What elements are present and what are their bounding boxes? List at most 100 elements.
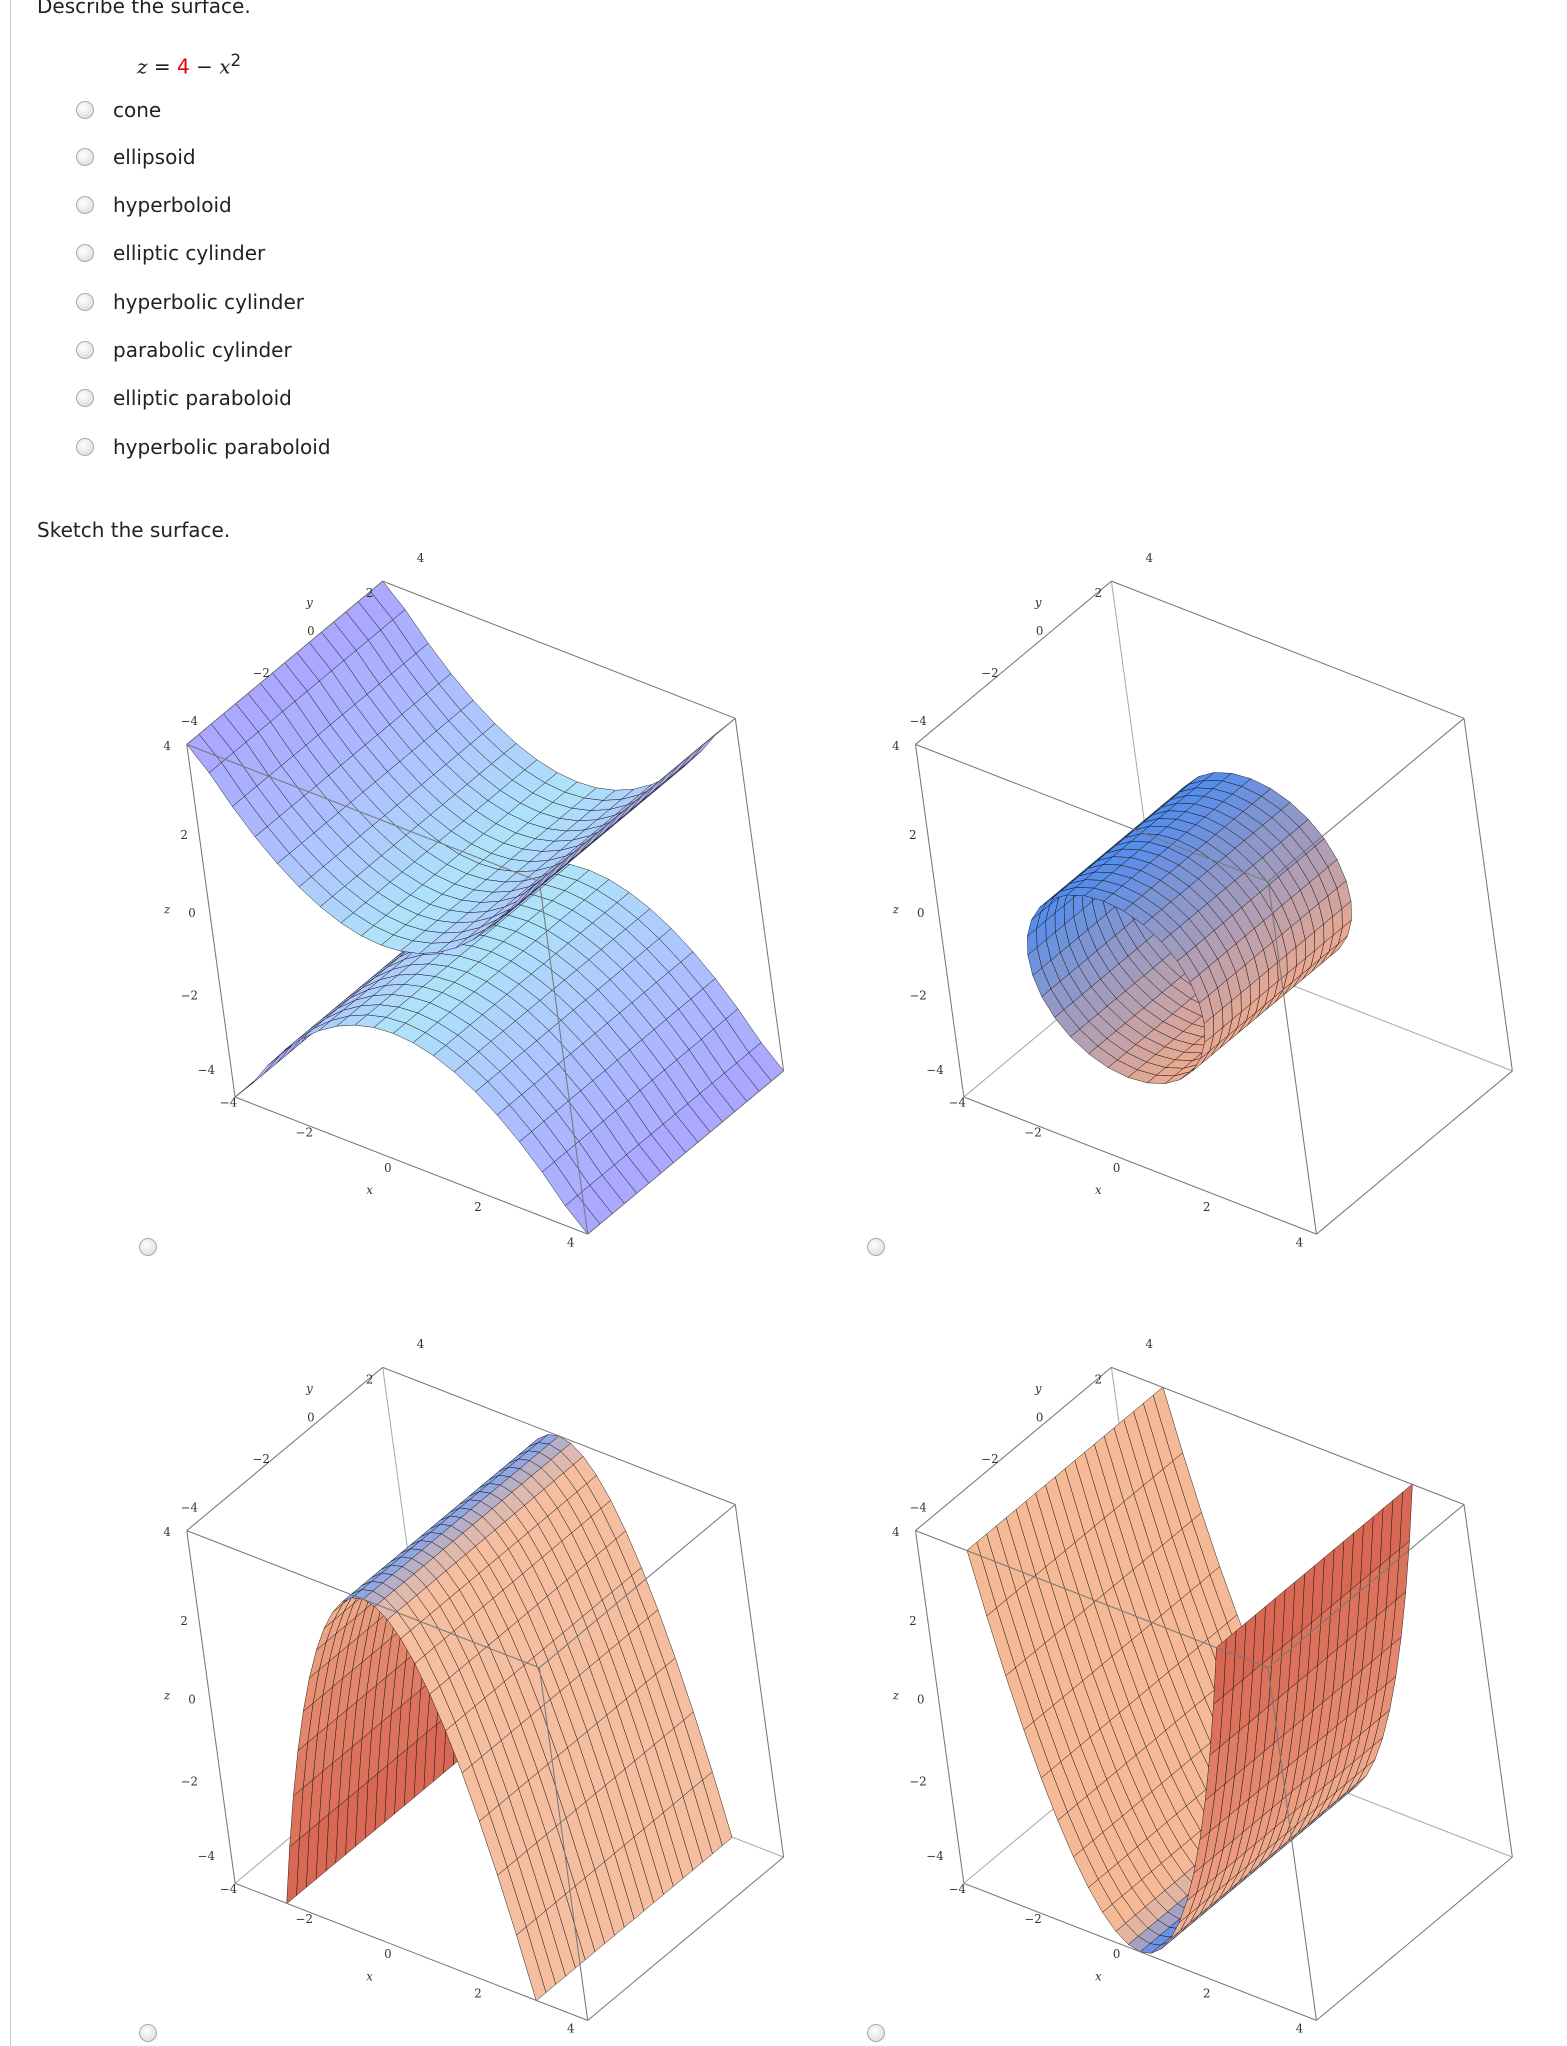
- plot: y −4 −2 0 2 4 z −4 −2 0 2 4 x −4 −2 0 2 4: [163, 1337, 785, 2036]
- surface-patch: [301, 1020, 332, 1040]
- eq-variable: x: [219, 54, 231, 79]
- option-label[interactable]: hyperbolic cylinder: [113, 290, 304, 314]
- plot-radio[interactable]: [867, 2024, 885, 2042]
- tick-label: 2: [909, 828, 916, 842]
- box-edge: [186, 743, 540, 883]
- plot: y −4 −2 0 2 4 z −4 −2 0 2 4 x −4 −2 0 2 4: [892, 551, 1513, 1249]
- box-edge: [1267, 1667, 1317, 2021]
- surface-patch: [400, 1630, 425, 1664]
- tick-label: 4: [1296, 2022, 1303, 2036]
- box-edge: [915, 580, 1112, 745]
- tick-label: −2: [253, 1452, 270, 1466]
- option-radio[interactable]: [76, 293, 94, 311]
- box-edge: [382, 580, 736, 719]
- tick-label: 2: [474, 1986, 481, 2000]
- surface-patch: [251, 1054, 281, 1085]
- axis-label: x: [1095, 1969, 1102, 1983]
- eq-exponent: 2: [230, 51, 242, 70]
- tick-label: 0: [188, 1692, 195, 1706]
- tick-label: −4: [949, 1096, 966, 1110]
- plot-radio[interactable]: [139, 2024, 157, 2042]
- tick-label: −2: [909, 1775, 926, 1789]
- tick-label: 0: [384, 1947, 391, 1961]
- tick-label: 2: [474, 1200, 481, 1214]
- tick-label: 0: [1036, 624, 1043, 638]
- plot-radio[interactable]: [139, 1238, 157, 1256]
- question-prompt: Describe the surface.: [37, 0, 251, 18]
- box-edge: [1111, 580, 1465, 719]
- tick-label: 2: [366, 586, 373, 600]
- box-edge: [538, 881, 589, 1235]
- tick-label: −4: [909, 714, 926, 728]
- option-label[interactable]: parabolic cylinder: [113, 338, 292, 362]
- box-edge: [915, 1530, 1269, 1669]
- tick-label: 4: [163, 739, 170, 753]
- sketch-prompt: Sketch the surface.: [37, 518, 231, 542]
- eq-equals: =: [153, 54, 171, 79]
- option-radio[interactable]: [76, 438, 94, 456]
- tick-label: 2: [366, 1372, 373, 1386]
- option-radio[interactable]: [76, 196, 94, 214]
- option-radio[interactable]: [76, 244, 94, 262]
- tick-label: 0: [1036, 1410, 1043, 1424]
- option-radio[interactable]: [76, 148, 94, 166]
- box-edge: [1267, 881, 1317, 1235]
- box-edge: [587, 1070, 784, 1235]
- tick-label: −2: [296, 1912, 313, 1926]
- option-radio[interactable]: [76, 341, 94, 359]
- tick-label: −4: [926, 1849, 943, 1863]
- tick-label: 4: [1146, 551, 1153, 565]
- plot: y −4 −2 0 2 4 z −4 −2 0 2 4 x −4 −2 0 2 4: [163, 551, 785, 1249]
- box-edge: [915, 743, 1269, 883]
- tick-label: 2: [1095, 586, 1102, 600]
- option-label[interactable]: ellipsoid: [113, 145, 196, 169]
- plot-radio[interactable]: [867, 1238, 885, 1256]
- axis-label: y: [305, 1382, 313, 1396]
- tick-label: 4: [1146, 1337, 1153, 1351]
- tick-label: 4: [163, 1525, 170, 1539]
- box-edge: [539, 1504, 736, 1669]
- axis-label: z: [163, 902, 171, 916]
- surface-patch: [1213, 1638, 1227, 1705]
- left-rule: [10, 0, 11, 2046]
- box-edge: [186, 1530, 540, 1669]
- axis-label: x: [366, 1969, 373, 1983]
- tick-label: −2: [181, 1775, 198, 1789]
- option-label[interactable]: hyperbolic paraboloid: [113, 435, 331, 459]
- tick-label: 0: [917, 906, 924, 920]
- equation: z = 4 − x2: [137, 48, 241, 80]
- tick-label: −2: [296, 1126, 313, 1140]
- option-label[interactable]: elliptic cylinder: [113, 241, 266, 265]
- eq-operator: −: [196, 54, 213, 79]
- box-edge: [382, 1366, 736, 1505]
- box-edge: [734, 1504, 785, 1858]
- tick-label: 4: [567, 2022, 574, 2036]
- axis-label: y: [1034, 595, 1042, 609]
- option-label[interactable]: cone: [113, 98, 162, 122]
- axis-label: y: [305, 595, 313, 609]
- tick-label: −2: [981, 1452, 998, 1466]
- tick-label: 0: [384, 1161, 391, 1175]
- axis-label: x: [366, 1183, 373, 1197]
- tick-label: 2: [1203, 1200, 1210, 1214]
- option-radio[interactable]: [76, 389, 94, 407]
- box-edge: [915, 1366, 1112, 1532]
- tick-label: 2: [1095, 1372, 1102, 1386]
- box-edge: [186, 1366, 383, 1532]
- box-edge: [963, 1096, 1317, 1235]
- surface-patch: [263, 1044, 293, 1074]
- surface-patch: [1177, 953, 1200, 983]
- tick-label: 2: [180, 828, 187, 842]
- option-radio[interactable]: [76, 101, 94, 119]
- tick-label: −4: [181, 714, 198, 728]
- box-edge: [963, 1882, 1317, 2021]
- box-edge: [1267, 717, 1465, 882]
- option-label[interactable]: hyperboloid: [113, 193, 232, 217]
- option-label[interactable]: elliptic paraboloid: [113, 386, 292, 410]
- tick-label: −4: [198, 1849, 215, 1863]
- eq-constant: 4: [177, 54, 190, 79]
- tick-label: −2: [1024, 1126, 1041, 1140]
- box-edge: [1316, 1856, 1513, 2021]
